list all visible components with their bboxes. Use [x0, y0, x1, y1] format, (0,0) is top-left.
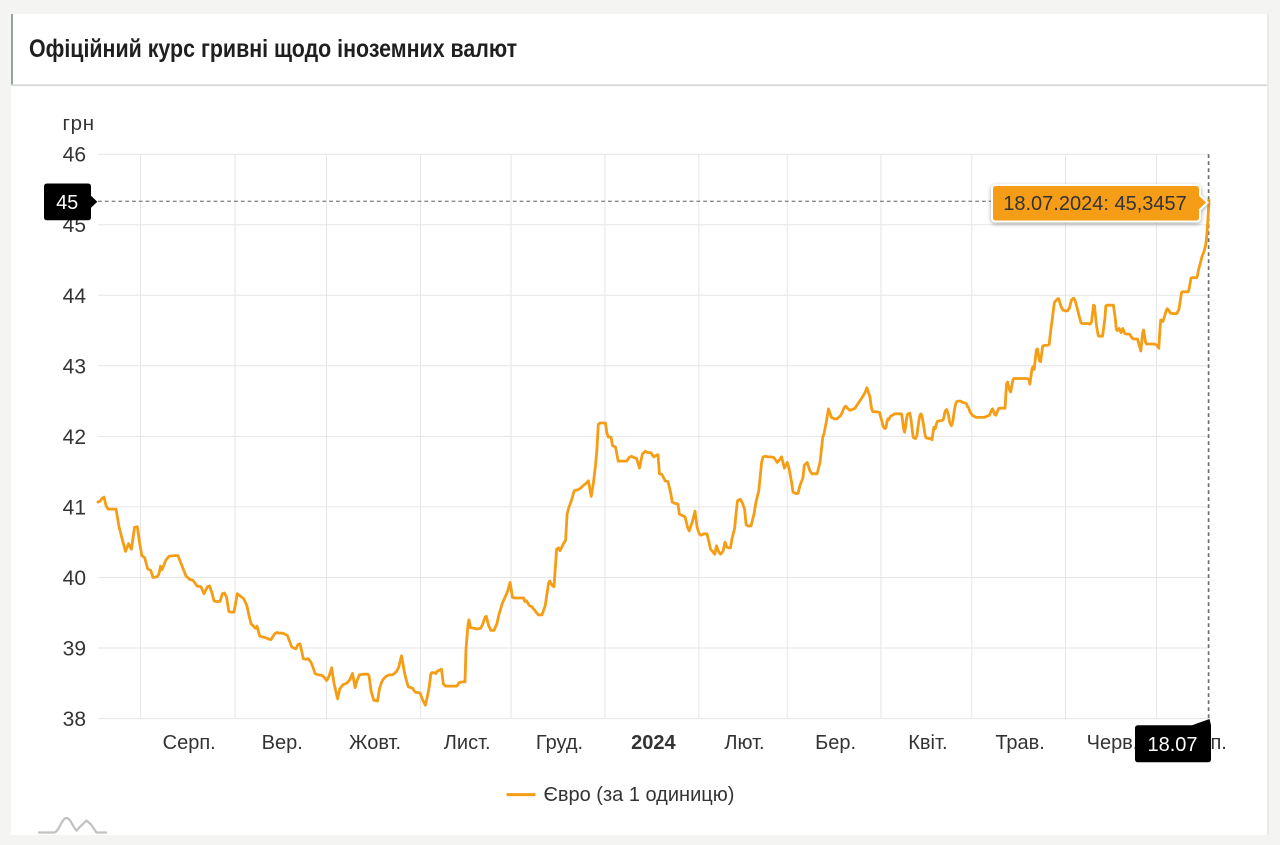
svg-text:Лют.: Лют. [724, 732, 764, 754]
svg-text:18.07: 18.07 [1147, 734, 1197, 756]
svg-text:Груд.: Груд. [536, 732, 583, 754]
svg-text:42: 42 [63, 426, 86, 449]
svg-text:Черв.: Черв. [1087, 732, 1139, 754]
svg-text:2024: 2024 [631, 732, 676, 754]
svg-text:Євро (за 1 одиницю): Євро (за 1 одиницю) [544, 784, 735, 806]
svg-text:Квіт.: Квіт. [908, 732, 947, 754]
svg-text:Вер.: Вер. [262, 732, 303, 754]
svg-text:Жовт.: Жовт. [349, 732, 401, 754]
svg-text:грн: грн [63, 112, 95, 135]
svg-text:38: 38 [63, 708, 86, 731]
svg-text:Лист.: Лист. [444, 732, 491, 754]
svg-text:39: 39 [63, 638, 86, 661]
svg-text:46: 46 [63, 144, 86, 167]
svg-text:Бер.: Бер. [815, 732, 856, 754]
svg-text:Серп.: Серп. [163, 732, 216, 754]
svg-text:41: 41 [63, 496, 86, 519]
svg-text:Офіційний курс гривні щодо іно: Офіційний курс гривні щодо іноземних вал… [29, 35, 517, 63]
svg-text:Трав.: Трав. [995, 732, 1045, 754]
svg-text:45: 45 [56, 192, 78, 214]
svg-text:40: 40 [63, 567, 86, 590]
svg-text:43: 43 [63, 355, 86, 378]
svg-text:18.07.2024: 45,3457: 18.07.2024: 45,3457 [1003, 193, 1187, 215]
svg-text:44: 44 [63, 285, 87, 308]
